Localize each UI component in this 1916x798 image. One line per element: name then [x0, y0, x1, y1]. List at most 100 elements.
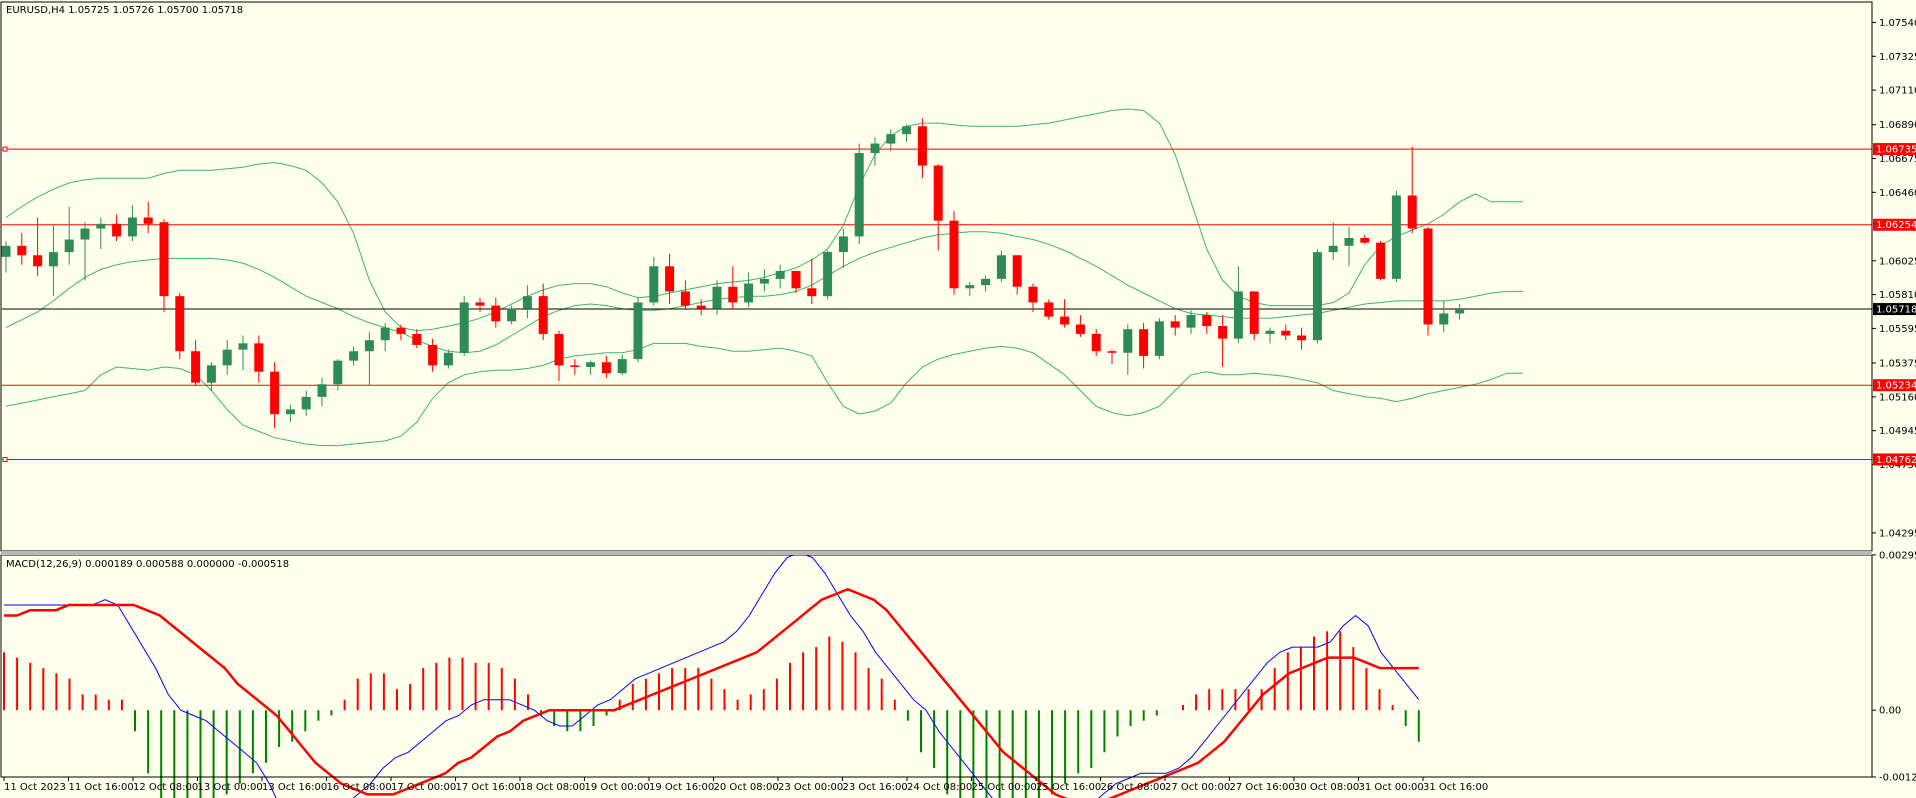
bull-candle: [459, 302, 469, 353]
bull-candle: [301, 396, 311, 410]
bear-candle: [570, 365, 580, 367]
bear-candle: [1170, 321, 1180, 328]
price-axis-label: 1.05160: [1879, 392, 1916, 403]
level-price-label: 1.04762: [1876, 455, 1916, 466]
time-axis-label: 17 Oct 16:00: [456, 782, 521, 793]
bear-candle: [270, 371, 280, 415]
price-axis-label: 1.07110: [1879, 86, 1916, 97]
bull-candle: [1391, 195, 1401, 279]
macd-panel-frame: [0, 554, 1873, 778]
bull-candle: [838, 236, 848, 253]
bear-candle: [428, 344, 438, 366]
current-price-tag: [1873, 303, 1916, 316]
bull-candle: [854, 153, 864, 237]
bull-candle: [1233, 291, 1243, 339]
bear-candle: [1028, 286, 1038, 303]
time-axis-label: 27 Oct 16:00: [1230, 782, 1295, 793]
bull-candle: [522, 296, 532, 309]
bull-candle: [981, 278, 991, 286]
bear-candle: [143, 217, 153, 224]
bear-candle: [1423, 228, 1433, 325]
bear-candle: [538, 296, 548, 334]
bear-candle: [1044, 302, 1054, 317]
bear-candle: [933, 165, 943, 221]
bear-candle: [1107, 351, 1117, 353]
bull-candle: [206, 365, 216, 383]
bear-candle: [1281, 330, 1291, 336]
price-panel-frame: [0, 1, 1873, 552]
bull-candle: [712, 286, 722, 309]
bull-candle: [965, 285, 975, 289]
time-axis-label: 25 Oct 00:00: [972, 782, 1037, 793]
bear-candle: [917, 126, 927, 166]
level-price-label: 1.05234: [1876, 381, 1916, 392]
bear-candle: [601, 362, 611, 374]
bull-candle: [649, 266, 659, 303]
bear-candle: [17, 245, 27, 256]
bear-candle: [791, 270, 801, 289]
bull-candle: [96, 223, 106, 229]
bull-candle: [380, 327, 390, 341]
level-anchor: [2, 456, 8, 462]
level-price-tag: [1873, 218, 1916, 231]
bull-candle: [1, 245, 11, 257]
bull-candle: [1344, 237, 1354, 246]
bull-candle: [507, 308, 517, 322]
bear-candle: [159, 222, 169, 297]
bear-candle: [475, 302, 485, 306]
bull-candle: [775, 270, 785, 279]
time-axis-label: 26 Oct 08:00: [1101, 782, 1166, 793]
bull-candle: [317, 384, 327, 397]
current-price-label: 1.05718: [1876, 305, 1916, 316]
bear-candle: [254, 343, 264, 372]
time-axis-label: 25 Oct 16:00: [1036, 782, 1101, 793]
bear-candle: [1360, 237, 1370, 243]
bear-candle: [1218, 326, 1228, 339]
time-axis-label: 23 Oct 00:00: [778, 782, 843, 793]
bull-candle: [870, 143, 880, 154]
macd-axis-label: 0.00: [1879, 706, 1901, 717]
bear-candle: [1202, 315, 1212, 327]
bear-candle: [112, 223, 122, 237]
bull-candle: [633, 302, 643, 360]
bull-candle: [364, 340, 374, 352]
bear-candle: [728, 286, 738, 303]
bull-candle: [1455, 309, 1465, 314]
bear-candle: [696, 305, 706, 309]
price-axis-label: 1.06460: [1879, 188, 1916, 199]
price-axis-label: 1.04945: [1879, 426, 1916, 437]
bull-candle: [127, 217, 137, 237]
bear-candle: [1297, 335, 1307, 341]
bear-candle: [1376, 242, 1386, 279]
bear-candle: [491, 305, 501, 322]
bull-candle: [1154, 321, 1164, 356]
bull-candle: [1328, 245, 1338, 253]
bear-candle: [175, 296, 185, 352]
bull-candle: [349, 351, 359, 361]
time-axis-label: 11 Oct 2023: [4, 782, 66, 793]
bull-candle: [1265, 330, 1275, 334]
time-axis-label: 18 Oct 08:00: [520, 782, 585, 793]
price-axis-label: 1.04295: [1879, 528, 1916, 539]
bear-candle: [33, 255, 43, 267]
time-axis-label: 27 Oct 00:00: [1165, 782, 1230, 793]
price-axis-label: 1.07325: [1879, 52, 1916, 63]
panel-separator: [1, 551, 1872, 555]
macd-indicator-label: MACD(12,26,9) 0.000189 0.000588 0.000000…: [6, 559, 289, 570]
price-axis-label: 1.04730: [1879, 460, 1916, 471]
bear-candle: [1091, 333, 1101, 352]
bear-candle: [665, 266, 675, 292]
bear-candle: [412, 333, 422, 345]
price-axis-label: 1.06890: [1879, 120, 1916, 131]
bull-candle: [759, 278, 769, 284]
bollinger-lower-band: [5, 342, 1523, 447]
price-axis-label: 1.06025: [1879, 256, 1916, 267]
bear-candle: [191, 351, 201, 383]
time-axis-label: 31 Oct 00:00: [1359, 782, 1424, 793]
level-anchor: [2, 146, 8, 152]
bull-candle: [823, 252, 833, 297]
bear-candle: [1060, 316, 1070, 325]
bear-candle: [1139, 329, 1149, 356]
